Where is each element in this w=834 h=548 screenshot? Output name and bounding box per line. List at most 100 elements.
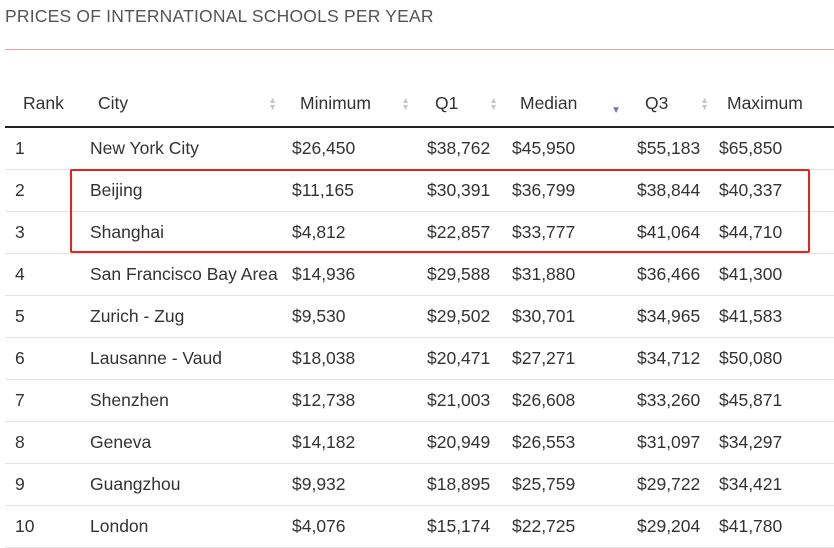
cell-city: New York City [80, 127, 281, 170]
column-header-rank[interactable]: Rank [5, 80, 80, 128]
sort-arrows-icon[interactable]: ▲ ▼ [401, 95, 410, 112]
cell-rank: 6 [5, 337, 80, 380]
column-header-label: Median [520, 92, 578, 113]
cell-maximum: $45,871 [714, 379, 834, 422]
cell-rank: 2 [5, 169, 80, 212]
sort-arrows-icon[interactable]: ▲ ▼ [489, 95, 498, 112]
sort-arrows-icon[interactable]: ▲ ▼ [700, 95, 709, 112]
cell-q3: $33,260 [629, 379, 714, 422]
column-header-q3[interactable]: Q3 ▲ ▼ [629, 80, 714, 128]
sort-descending-icon[interactable]: ▼ [611, 104, 621, 116]
cell-maximum: $41,583 [714, 295, 834, 338]
cell-maximum: $44,710 [714, 211, 834, 254]
column-header-label: Rank [23, 92, 64, 113]
cell-city: Shanghai [80, 211, 281, 254]
cell-city: Beijing [80, 169, 281, 212]
cell-minimum: $14,936 [281, 253, 416, 296]
table-row: 6 Lausanne - Vaud $18,038 $20,471 $27,271 $34… [5, 337, 834, 380]
table-row: 8 Geneva $14,182 $20,949 $26,553 $31,097 $34,2… [5, 421, 834, 464]
table-row: 5 Zurich - Zug $9,530 $29,502 $30,701 $34,965… [5, 295, 834, 338]
cell-median: $25,759 [502, 463, 629, 506]
cell-city: Zurich - Zug [80, 295, 281, 338]
cell-city: Guangzhou [80, 463, 281, 506]
cell-median: $30,701 [502, 295, 629, 338]
cell-minimum: $9,530 [281, 295, 416, 338]
cell-rank: 9 [5, 463, 80, 506]
table-row: 3 Shanghai $4,812 $22,857 $33,777 $41,064 $44,… [5, 211, 834, 254]
cell-median: $31,880 [502, 253, 629, 296]
table-row: 10 London $4,076 $15,174 $22,725 $29,204 $41,7… [5, 505, 834, 548]
cell-median: $26,553 [502, 421, 629, 464]
cell-median: $26,608 [502, 379, 629, 422]
cell-q3: $34,965 [629, 295, 714, 338]
cell-rank: 10 [5, 505, 80, 548]
cell-city: London [80, 505, 281, 548]
column-header-median[interactable]: Median ▼ [502, 80, 629, 128]
cell-q1: $21,003 [416, 379, 502, 422]
cell-q1: $18,895 [416, 463, 502, 506]
page-title: PRICES OF INTERNATIONAL SCHOOLS PER YEAR [5, 6, 434, 26]
cell-minimum: $26,450 [281, 127, 416, 170]
table-row: 1 New York City $26,450 $38,762 $45,950 $55,1… [5, 127, 834, 170]
column-header-minimum[interactable]: Minimum ▲ ▼ [281, 80, 416, 128]
title-divider [5, 49, 834, 50]
cell-median: $33,777 [502, 211, 629, 254]
cell-median: $45,950 [502, 127, 629, 170]
table-row: 9 Guangzhou $9,932 $18,895 $25,759 $29,722 $34… [5, 463, 834, 506]
table-row: 4 San Francisco Bay Area $14,936 $29,588 $31… [5, 253, 834, 296]
cell-maximum: $50,080 [714, 337, 834, 380]
column-header-city[interactable]: City ▲ ▼ [80, 80, 281, 128]
cell-q1: $22,857 [416, 211, 502, 254]
column-header-maximum[interactable]: Maximum [714, 80, 834, 128]
cell-minimum: $9,932 [281, 463, 416, 506]
column-header-label: City [98, 92, 129, 113]
cell-city: Shenzhen [80, 379, 281, 422]
cell-q3: $29,722 [629, 463, 714, 506]
cell-q3: $31,097 [629, 421, 714, 464]
cell-q1: $29,588 [416, 253, 502, 296]
cell-minimum: $18,038 [281, 337, 416, 380]
cell-maximum: $34,297 [714, 421, 834, 464]
cell-median: $22,725 [502, 505, 629, 548]
schools-price-table: Rank City ▲ ▼ Minimum ▲ ▼ Q1 ▲ ▼ Median ▼ Q… [5, 80, 834, 548]
cell-city: Lausanne - Vaud [80, 337, 281, 380]
cell-minimum: $4,076 [281, 505, 416, 548]
cell-rank: 3 [5, 211, 80, 254]
cell-q3: $36,466 [629, 253, 714, 296]
cell-maximum: $40,337 [714, 169, 834, 212]
cell-maximum: $41,300 [714, 253, 834, 296]
cell-rank: 5 [5, 295, 80, 338]
column-header-q1[interactable]: Q1 ▲ ▼ [416, 80, 502, 128]
cell-rank: 7 [5, 379, 80, 422]
cell-city: Geneva [80, 421, 281, 464]
cell-q1: $29,502 [416, 295, 502, 338]
cell-q3: $38,844 [629, 169, 714, 212]
cell-q1: $30,391 [416, 169, 502, 212]
table-header-row: Rank City ▲ ▼ Minimum ▲ ▼ Q1 ▲ ▼ Median ▼ Q… [5, 80, 834, 128]
sort-arrows-icon[interactable]: ▲ ▼ [268, 95, 277, 112]
cell-city: San Francisco Bay Area [80, 253, 281, 296]
cell-rank: 8 [5, 421, 80, 464]
cell-q1: $20,949 [416, 421, 502, 464]
column-header-label: Minimum [300, 92, 371, 113]
table-row: 2 Beijing $11,165 $30,391 $36,799 $38,844 $40,… [5, 169, 834, 212]
cell-maximum: $34,421 [714, 463, 834, 506]
cell-q1: $38,762 [416, 127, 502, 170]
column-header-label: Q3 [645, 92, 669, 113]
cell-maximum: $65,850 [714, 127, 834, 170]
cell-minimum: $14,182 [281, 421, 416, 464]
cell-median: $27,271 [502, 337, 629, 380]
column-header-label: Maximum [727, 92, 803, 113]
cell-minimum: $11,165 [281, 169, 416, 212]
cell-q3: $41,064 [629, 211, 714, 254]
cell-rank: 1 [5, 127, 80, 170]
cell-q3: $34,712 [629, 337, 714, 380]
cell-q3: $55,183 [629, 127, 714, 170]
column-header-label: Q1 [435, 92, 459, 113]
cell-q1: $20,471 [416, 337, 502, 380]
cell-median: $36,799 [502, 169, 629, 212]
cell-q1: $15,174 [416, 505, 502, 548]
cell-q3: $29,204 [629, 505, 714, 548]
table-row: 7 Shenzhen $12,738 $21,003 $26,608 $33,260 $45… [5, 379, 834, 422]
cell-minimum: $12,738 [281, 379, 416, 422]
